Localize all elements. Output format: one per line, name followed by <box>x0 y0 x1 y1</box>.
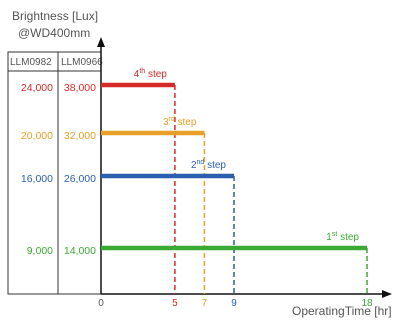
step-4-ytick-llm0966: 38,000 <box>64 82 96 94</box>
step-1-ytick-llm0982: 9,000 <box>27 245 53 257</box>
column-header-llm0982: LLM0982 <box>10 57 52 68</box>
y-axis-title-line2: @WD400mm <box>18 26 90 40</box>
step-1-label: 1st step <box>326 231 359 243</box>
step-2-ytick-llm0966: 26,000 <box>64 173 96 185</box>
x-tick-7: 7 <box>202 298 208 309</box>
x-tick-9: 9 <box>231 298 237 309</box>
step-4-ytick-llm0982: 24,000 <box>21 82 53 94</box>
x-axis-arrow-icon <box>382 290 392 298</box>
column-header-llm0966: LLM0966 <box>61 57 103 68</box>
x-tick-0: 0 <box>98 298 104 309</box>
chart-marks: 24,000 38,000 4th step 20,000 32,000 3rd step… <box>21 68 373 309</box>
x-tick-5: 5 <box>172 298 178 309</box>
step-3-ytick-llm0982: 20,000 <box>21 130 53 142</box>
step-2-label: 2nd step <box>191 159 226 171</box>
step-3-label: 3rd step <box>163 116 197 128</box>
y-axis-title-line1: Brightness [Lux] <box>12 9 98 23</box>
y-axis-arrow-icon <box>97 37 105 47</box>
step-4-label: 4th step <box>134 68 168 80</box>
x-axis-title: OperatingTime [hr] <box>292 304 392 318</box>
step-3-ytick-llm0966: 32,000 <box>64 130 96 142</box>
x-tick-18: 18 <box>361 298 373 309</box>
step-2-ytick-llm0982: 16,000 <box>21 173 53 185</box>
step-1-ytick-llm0966: 14,000 <box>64 245 96 257</box>
